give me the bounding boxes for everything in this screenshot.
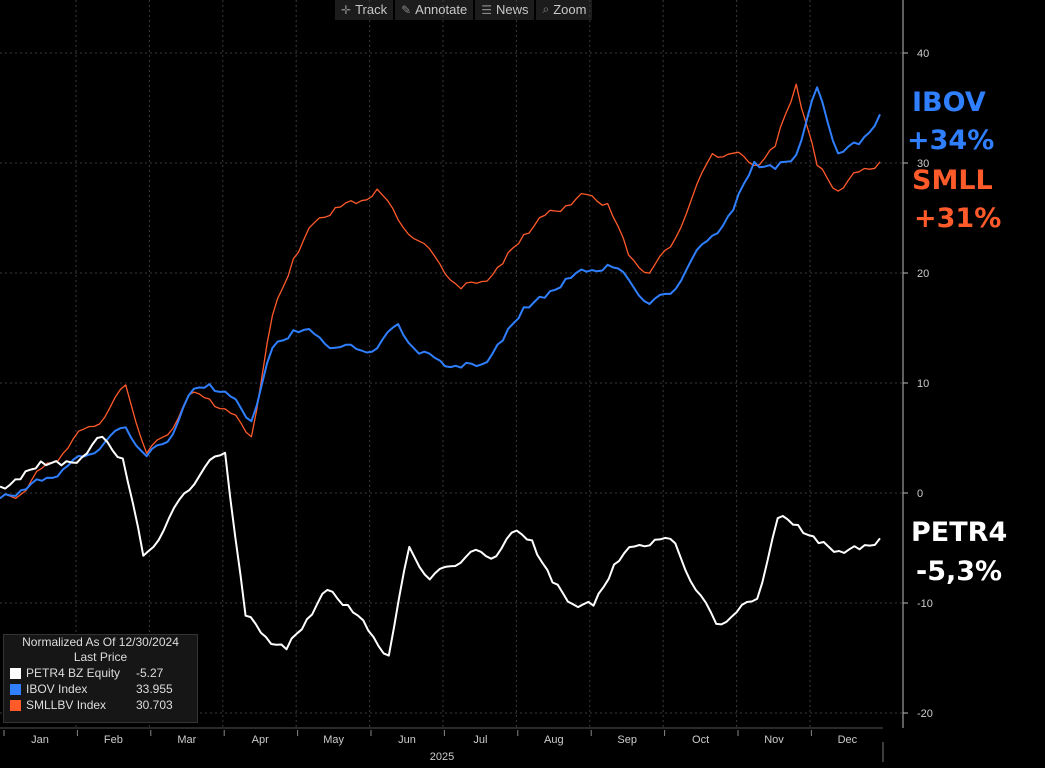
y-tick-label: 30 [917,158,929,170]
x-tick-label: Dec [838,734,858,746]
smll-name-label: SMLL [912,165,993,196]
legend-swatch [10,683,21,695]
x-tick-label: Sep [617,734,637,746]
x-tick-label: Jan [31,734,49,746]
ibov-pct-label: +34% [907,125,995,156]
chart-toolbar: ✛ Track ✎ Annotate ☰ News ⌕ Zoom [335,0,593,20]
news-icon: ☰ [481,2,492,17]
x-tick-label: May [323,734,344,746]
annotate-label: Annotate [415,2,468,17]
smll-pct-label: +31% [914,203,1002,234]
petr-pct-label: -5,3% [916,556,1003,587]
legend-name: IBOV Index [26,682,88,696]
magnifier-icon: ⌕ [542,2,550,16]
crosshair-icon: ✛ [341,2,352,17]
legend-row-smll[interactable]: SMLLBV Index 30.703 [4,697,197,713]
y-tick-label: -20 [917,708,933,720]
x-tick-label: Jun [398,734,416,746]
series-line-ibov [0,86,881,500]
legend-swatch [10,699,21,711]
x-tick-label: Oct [692,734,709,746]
news-label: News [495,2,529,17]
legend-row-ibov[interactable]: IBOV Index 33.955 [4,681,197,697]
news-button[interactable]: ☰ News [475,0,535,20]
legend-subtitle: Last Price [73,650,128,664]
petr-name-label: PETR4 [911,517,1008,548]
x-axis-label: 2025 [430,751,454,763]
zoom-label: Zoom [553,2,587,17]
track-button[interactable]: ✛ Track [335,0,394,20]
y-tick-label: -10 [917,598,933,610]
series-line-smllbv [0,83,881,500]
x-tick-label: Mar [177,734,196,746]
y-tick-label: 40 [917,48,929,60]
zoom-button[interactable]: ⌕ Zoom [536,0,593,20]
x-tick-label: Nov [764,734,784,746]
series-line-petr4 [0,435,881,657]
x-tick-label: Feb [104,734,123,746]
x-tick-label: Jul [473,734,487,746]
track-label: Track [355,2,388,17]
x-tick-label: Aug [544,734,564,746]
legend-name: SMLLBV Index [26,698,107,712]
legend-swatch [10,667,21,679]
annotate-button[interactable]: ✎ Annotate [395,0,474,20]
pencil-icon: ✎ [401,2,412,17]
legend-box: Normalized As Of 12/30/2024 Last Price P… [3,634,198,723]
legend-title: Normalized As Of 12/30/2024 [22,635,179,649]
legend-value: 33.955 [136,682,173,696]
y-tick-label: 10 [917,378,929,390]
legend-name: PETR4 BZ Equity [26,666,121,680]
legend-row-petr[interactable]: PETR4 BZ Equity -5.27 [4,665,197,681]
legend-value: 30.703 [136,698,173,712]
ibov-name-label: IBOV [912,87,986,118]
y-tick-label: 20 [917,268,929,280]
x-tick-label: Apr [252,734,269,746]
legend-value: -5.27 [136,666,164,680]
y-tick-label: 0 [917,488,923,500]
